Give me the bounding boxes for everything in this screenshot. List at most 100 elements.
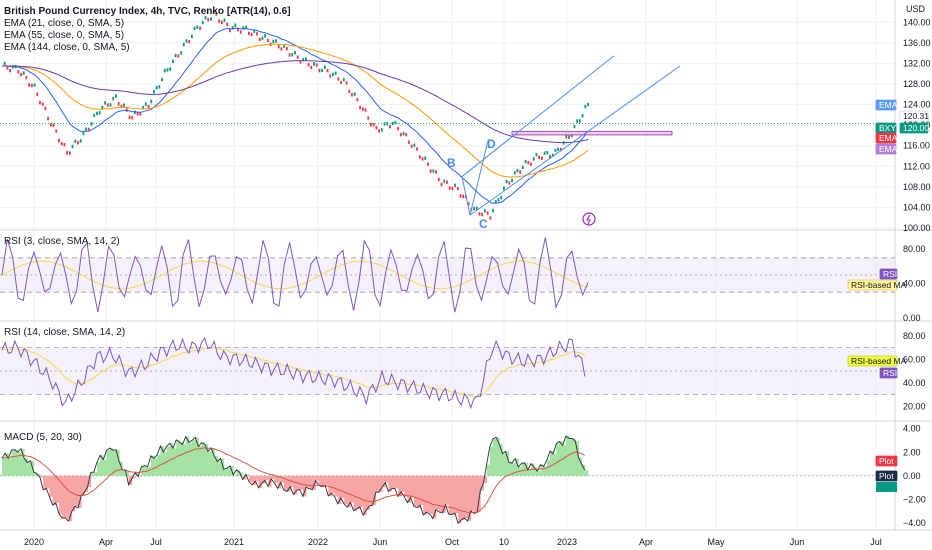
renko-brick-down [446,180,448,184]
legend-ema55[interactable]: EMA (55, close, 0, SMA, 5) [4,30,125,41]
renko-brick-up [191,34,193,38]
macd-histogram-bar [572,438,576,476]
macd-histogram-bar [359,475,364,507]
renko-brick-up [402,132,405,136]
time-tick-label: May [707,537,725,547]
rsi14-ma-line [1,346,586,398]
macd-histogram-bar [470,475,475,512]
lightning-icon-bolt [586,214,591,225]
renko-brick-down [52,123,55,127]
badge-rsi14-ma-label: RSI-based MA [851,356,907,366]
macd-histogram-bar [33,472,38,476]
renko-brick-down [481,212,484,217]
badge-ema-top-bg [875,99,897,111]
renko-brick-up [302,58,305,62]
legend-rsi14[interactable]: RSI (14, close, SMA, 14, 2) [4,327,126,338]
renko-brick-up [521,165,524,169]
macd-histogram-bar [496,437,500,476]
macd-histogram-bar [499,444,503,476]
macd-histogram-bar [2,458,6,476]
time-tick-label: Oct [445,537,460,547]
renko-brick-down [405,133,408,137]
macd-histogram-bar [5,453,9,476]
macd-histogram-bar [562,445,567,476]
macd-histogram-bar [201,442,206,476]
badge-macd-plot-red-label: Plot [879,456,894,466]
macd-histogram-bar [366,475,370,510]
renko-brick-up [291,53,294,57]
renko-brick-down [364,108,367,112]
macd-histogram-bar [8,458,12,476]
macd-histogram-bar [280,475,285,483]
renko-brick-down [478,212,481,216]
macd-histogram-bar [426,475,431,513]
renko-brick-down [367,116,370,120]
renko-brick-down [361,107,364,111]
renko-brick-up [500,195,503,200]
legend-rsi3[interactable]: RSI (3, close, SMA, 14, 2) [4,236,120,247]
macd-histogram-bar [486,464,491,476]
renko-brick-up [142,105,144,110]
macd-histogram-bar [195,437,199,476]
rsi14-tick-label: 40.00 [903,378,926,388]
renko-brick-up [82,131,85,136]
renko-brick-down [136,111,139,116]
macd-histogram-bar [21,448,25,476]
macd-histogram-bar [87,475,92,488]
macd-histogram-bar [239,472,244,476]
renko-brick-down [58,138,60,143]
renko-brick-down [326,68,329,73]
macd-histogram-bar [480,475,484,491]
macd-histogram-bar [420,475,424,506]
macd-histogram-bar [388,475,393,492]
renko-brick-up [524,159,527,164]
macd-histogram-bar [81,475,85,497]
renko-brick-up [123,103,125,107]
renko-brick-down [280,47,283,51]
renko-brick-down [568,135,570,139]
renko-brick-down [459,194,462,198]
renko-brick-down [348,89,351,94]
legend-ema144[interactable]: EMA (144, close, 0, SMA, 5) [4,42,130,53]
wave-label-b: B [447,156,456,170]
renko-brick-down [538,155,541,160]
renko-brick-down [228,28,231,33]
renko-brick-down [44,106,47,111]
badge-rsi14-rsi-bg [879,367,898,379]
price-tick-label: 136.00 [903,38,931,48]
macd-histogram-bar [188,442,193,476]
price-tick-label: 108.00 [903,182,931,192]
ema21-line [1,27,589,204]
renko-brick-up [394,120,397,125]
renko-brick-up [576,119,579,123]
renko-brick-up [261,36,264,40]
renko-brick-up [353,92,356,96]
renko-brick-down [329,74,332,78]
macd-histogram-bar [93,471,98,476]
legend-ema21[interactable]: EMA (21, close, 0, SMA, 5) [4,18,125,29]
macd-histogram-bar [321,475,326,487]
renko-brick-up [93,113,96,118]
macd-histogram-bar [185,436,190,476]
macd-histogram-bar [236,469,240,476]
macd-histogram-bar [410,475,415,498]
macd-histogram-bar [147,466,152,476]
macd-histogram-bar [90,472,95,476]
renko-brick-down [416,147,418,151]
renko-brick-down [139,112,142,116]
legend-macd[interactable]: MACD (5, 20, 30) [4,432,82,443]
macd-histogram-bar [559,441,564,476]
macd-histogram-bar [546,460,551,476]
time-tick-label: 10 [499,537,509,547]
macd-histogram-bar [55,475,60,503]
renko-brick-down [530,162,532,166]
renko-brick-up [172,59,174,63]
macd-histogram-bar [274,475,278,483]
time-tick-label: 2020 [24,537,44,547]
macd-histogram-bar [464,475,469,518]
badge-rsi3-rsi-label: RSI [883,269,897,279]
macd-histogram-bar [242,475,247,480]
renko-brick-up [101,105,104,110]
renko-brick-up [155,85,158,90]
rsi3-line [1,237,589,313]
